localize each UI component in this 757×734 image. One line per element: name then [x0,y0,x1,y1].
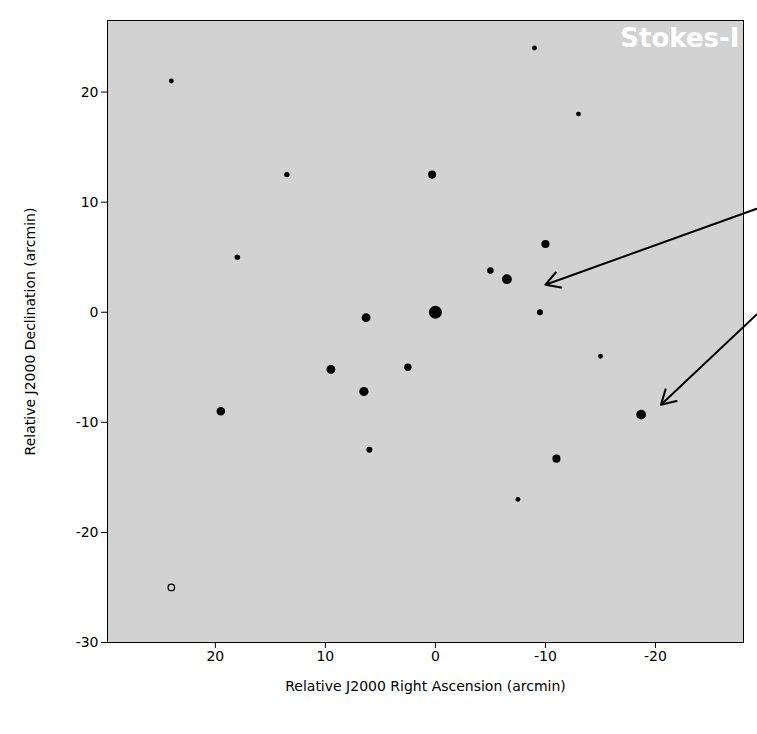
svg-text:10: 10 [316,648,334,664]
svg-text:10: 10 [81,194,99,210]
svg-text:Relative J2000 Right Ascension: Relative J2000 Right Ascension (arcmin) [285,678,566,694]
svg-text:-10: -10 [534,648,557,664]
svg-text:-10: -10 [76,414,99,430]
svg-text:Stokes-I: Stokes-I [620,23,739,53]
svg-text:-30: -30 [76,634,99,650]
svg-text:20: 20 [81,84,99,100]
svg-text:0: 0 [90,304,99,320]
svg-text:-20: -20 [76,524,99,540]
svg-text:20: 20 [206,648,224,664]
svg-text:Relative J2000 Declination (ar: Relative J2000 Declination (arcmin) [22,208,38,456]
svg-text:-20: -20 [644,648,667,664]
svg-text:0: 0 [431,648,440,664]
